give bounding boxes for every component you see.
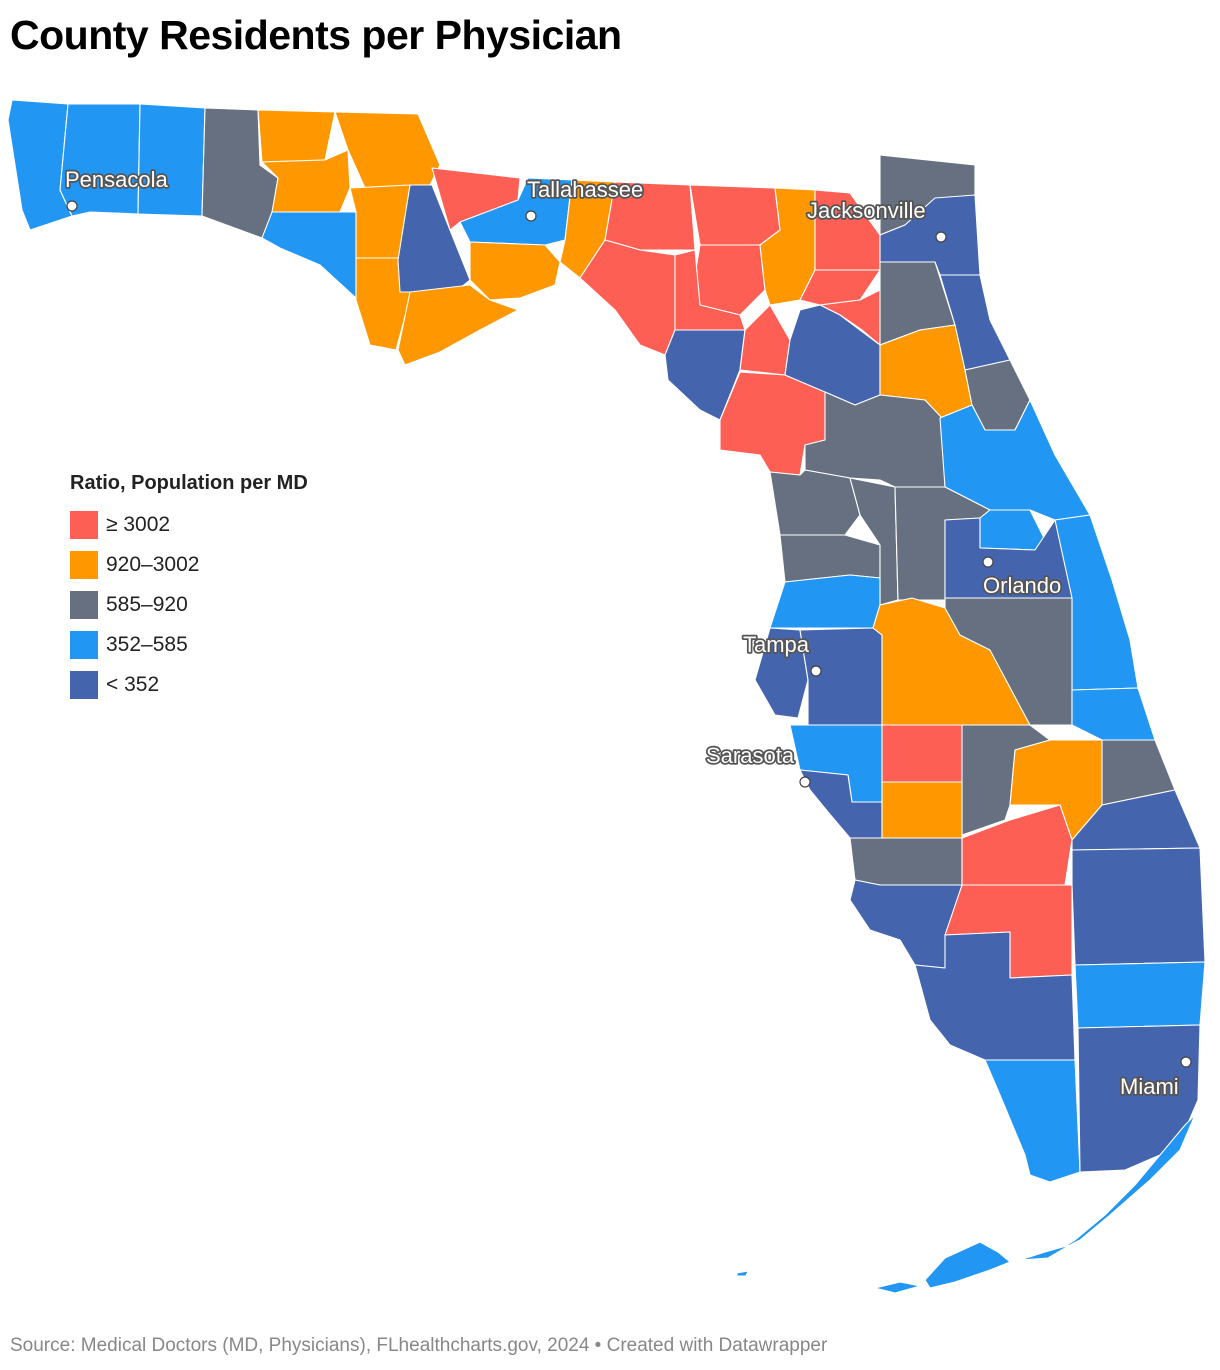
county-union[interactable] [799, 269, 881, 306]
city-sarasota: Sarasota [704, 741, 811, 788]
legend-swatch [70, 631, 98, 659]
county-franklin[interactable] [397, 284, 519, 366]
county-okaloosa[interactable] [137, 103, 206, 217]
city-tallahassee: Tallahassee [525, 175, 645, 222]
city-pensacola: Pensacola [63, 165, 170, 212]
source-note: Source: Medical Doctors (MD, Physicians)… [10, 1335, 828, 1356]
map-title: County Residents per Physician [10, 12, 622, 58]
county-santa-rosa[interactable] [59, 103, 141, 217]
county-monroe-keys-west[interactable] [874, 1281, 921, 1294]
legend-item: < 352 [70, 665, 308, 705]
county-suwannee[interactable] [694, 244, 766, 316]
legend-label: 352–585 [106, 633, 188, 656]
county-pasco[interactable] [769, 574, 881, 629]
county-hillsborough[interactable] [799, 627, 883, 726]
legend-title: Ratio, Population per MD [70, 472, 308, 494]
county-taylor[interactable] [579, 239, 676, 356]
svg-text:Jacksonville: Jacksonville [807, 198, 926, 223]
legend-swatch [70, 551, 98, 579]
legend-swatch [70, 511, 98, 539]
legend-item: ≥ 3002 [70, 505, 308, 545]
county-charlotte[interactable] [849, 837, 963, 886]
county-gilchrist[interactable] [739, 304, 791, 376]
county-madison[interactable] [604, 181, 696, 251]
legend-item: 585–920 [70, 585, 308, 625]
county-desoto[interactable] [881, 781, 963, 839]
county-palm-beach[interactable] [1071, 847, 1206, 966]
city-miami: Miami [1118, 1056, 1192, 1101]
legend-label: 920–3002 [106, 553, 200, 576]
svg-text:Tallahassee: Tallahassee [527, 177, 643, 202]
svg-text:Orlando: Orlando [983, 573, 1061, 598]
county-dry-tortugas[interactable] [736, 1270, 749, 1277]
county-hardee[interactable] [881, 724, 963, 783]
county-monroe-keys[interactable] [1049, 1114, 1196, 1256]
county-jackson[interactable] [334, 111, 441, 189]
legend-swatch [70, 591, 98, 619]
county-marion[interactable] [804, 391, 946, 488]
city-tampa: Tampa [741, 630, 822, 677]
legend: Ratio, Population per MD ≥ 3002 920–3002… [70, 472, 308, 705]
county-broward[interactable] [1074, 961, 1206, 1029]
svg-text:Sarasota: Sarasota [706, 743, 795, 768]
svg-text:Miami: Miami [1120, 1074, 1179, 1099]
county-hamilton[interactable] [689, 184, 781, 246]
county-monroe-keys-lower[interactable] [1019, 1244, 1071, 1261]
county-osceola[interactable] [944, 597, 1073, 726]
county-bay[interactable] [261, 211, 357, 299]
city-jacksonville: Jacksonville [805, 196, 947, 243]
legend-item: 920–3002 [70, 545, 308, 585]
county-collier[interactable] [914, 931, 1076, 1061]
legend-swatch [70, 671, 98, 699]
county-citrus[interactable] [769, 469, 861, 536]
legend-label: ≥ 3002 [106, 513, 171, 536]
county-washington[interactable] [261, 149, 351, 213]
legend-label: < 352 [106, 673, 160, 696]
county-holmes[interactable] [257, 109, 336, 163]
legend-label: 585–920 [106, 593, 188, 616]
county-monroe-mainland[interactable] [984, 1059, 1081, 1183]
svg-text:Pensacola: Pensacola [65, 167, 169, 192]
county-hernando[interactable] [779, 534, 881, 583]
county-wakulla[interactable] [469, 241, 561, 301]
legend-item: 352–585 [70, 625, 308, 665]
city-orlando: Orlando [981, 556, 1063, 600]
county-seminole[interactable] [979, 509, 1046, 551]
svg-text:Tampa: Tampa [743, 632, 810, 657]
county-indian-river[interactable] [1071, 687, 1156, 741]
county-monroe-keys-mid[interactable] [924, 1241, 1011, 1289]
